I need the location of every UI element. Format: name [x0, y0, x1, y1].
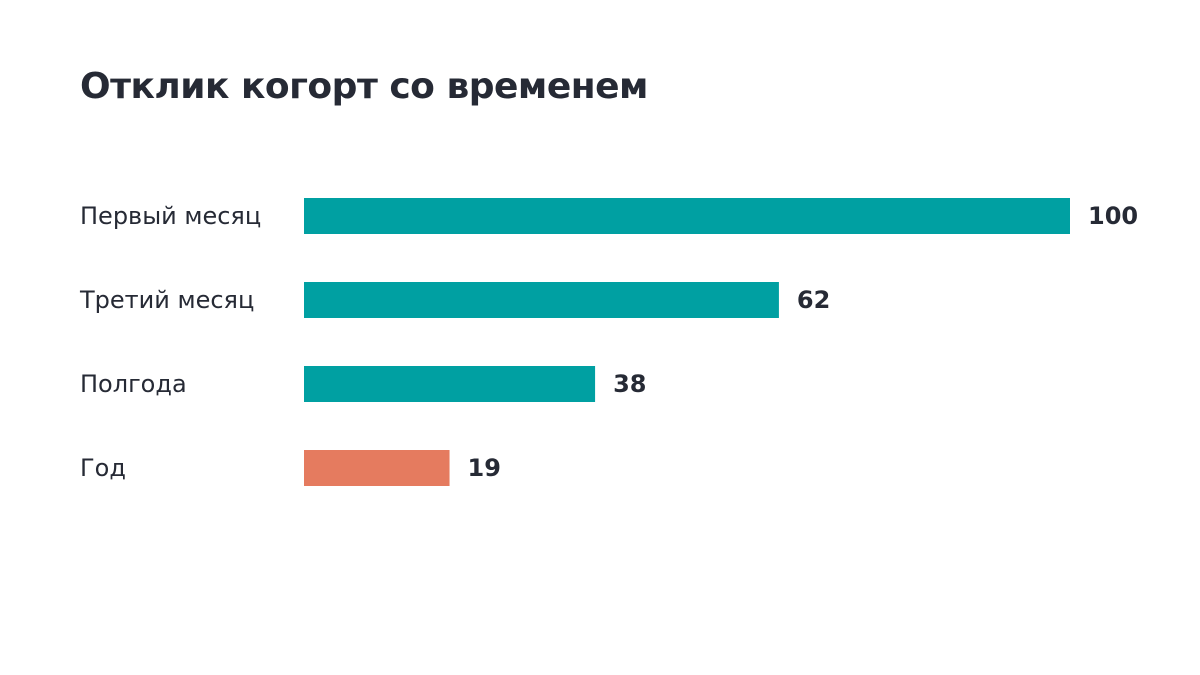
bar: [304, 282, 779, 318]
value-label: 19: [468, 454, 501, 482]
category-label: Третий месяц: [79, 286, 254, 314]
value-label: 62: [797, 286, 830, 314]
bar: [304, 366, 596, 402]
value-label: 38: [613, 370, 646, 398]
value-label: 100: [1088, 202, 1138, 230]
bar: [304, 450, 450, 486]
category-label: Первый месяц: [80, 202, 261, 230]
category-label: Год: [80, 454, 126, 482]
category-label: Полгода: [80, 370, 187, 398]
chart-title: Отклик когорт со временем: [80, 66, 648, 107]
bar: [304, 198, 1070, 234]
